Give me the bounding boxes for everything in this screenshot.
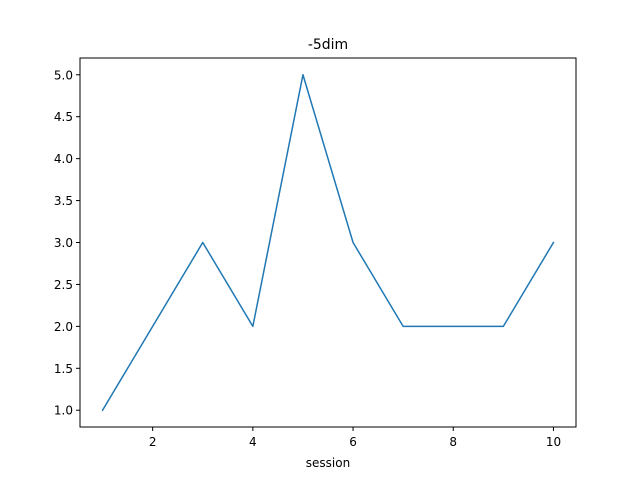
- chart-title: -5dim: [308, 37, 348, 53]
- y-tick-label: 4.0: [54, 152, 73, 166]
- x-axis-label: session: [306, 456, 350, 470]
- y-tick-label: 1.0: [54, 404, 73, 418]
- series-line: [101, 74, 555, 412]
- y-tick-label: 3.5: [54, 194, 73, 208]
- x-tick-label: 8: [449, 435, 457, 449]
- y-tick-label: 3.0: [54, 236, 73, 250]
- x-tick-label: 6: [349, 435, 357, 449]
- y-tick-label: 1.5: [54, 362, 73, 376]
- x-tick-label: 2: [149, 435, 157, 449]
- x-tick-label: 10: [546, 435, 561, 449]
- y-tick-label: 4.5: [54, 110, 73, 124]
- x-tick-label: 4: [249, 435, 257, 449]
- plot-frame: [79, 57, 577, 428]
- y-tick-label: 2.0: [54, 320, 73, 334]
- plot-area: 2 4 6 8 10 1.0 1.5 2.0 2.5 3.0 3.5 4.0 4.5 5.0: [54, 68, 561, 449]
- y-tick-label: 5.0: [54, 68, 73, 82]
- y-tick-label: 2.5: [54, 278, 73, 292]
